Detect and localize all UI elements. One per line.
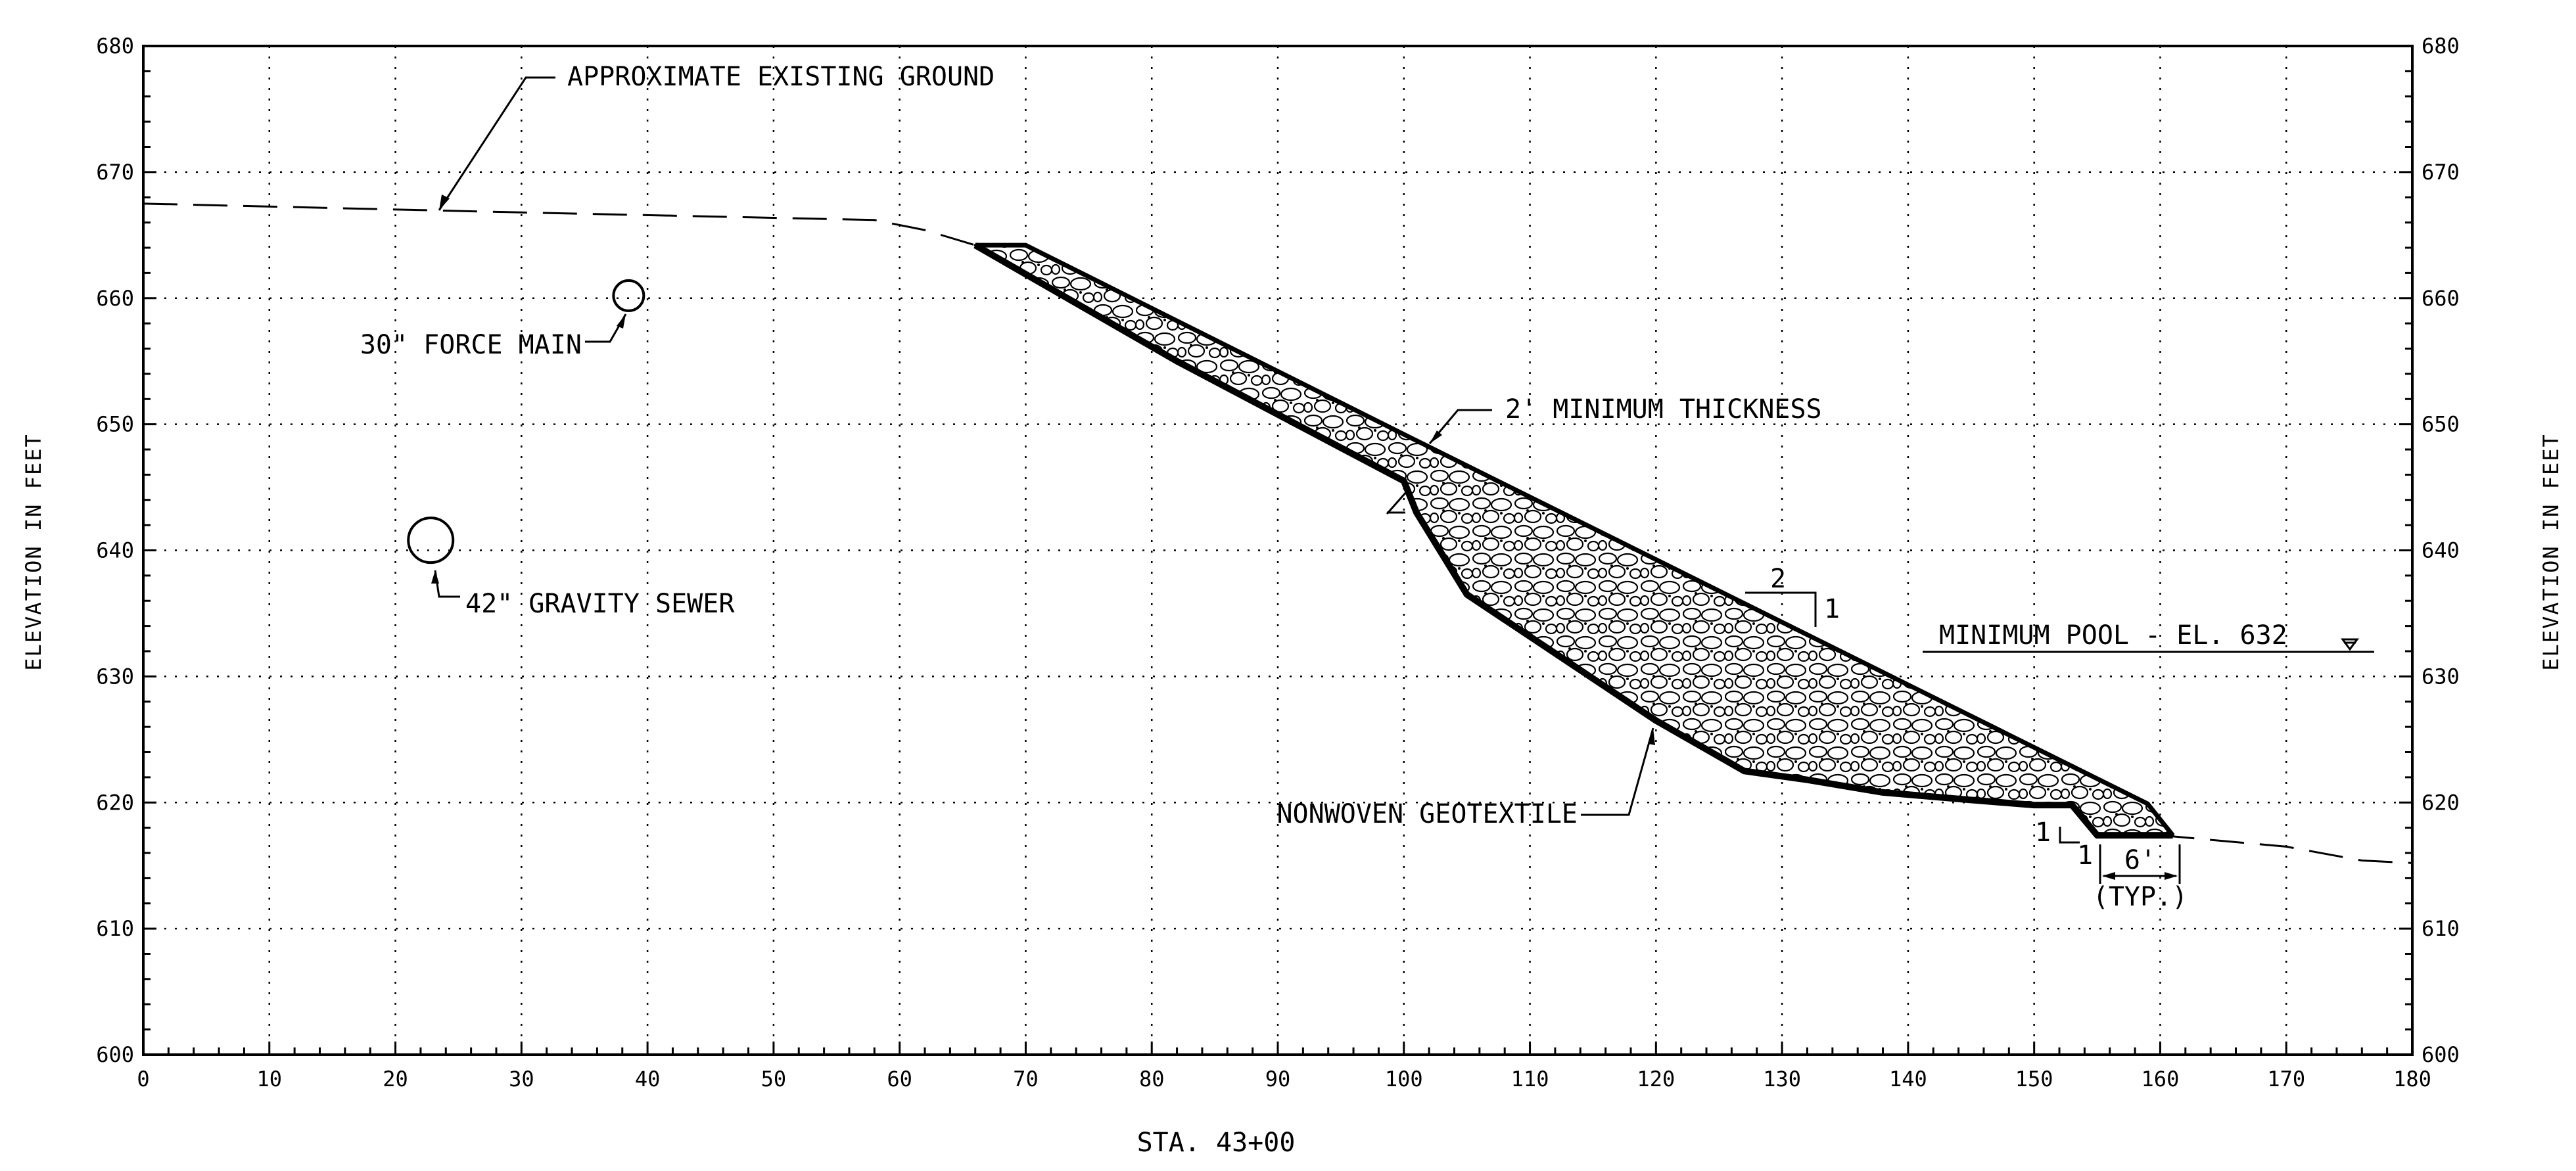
slope-indicator: 2 1	[1745, 564, 1840, 627]
min-thickness-callout: 2' MINIMUM THICKNESS	[1386, 394, 1822, 515]
y-tick-label: 680	[2422, 34, 2460, 58]
y-tick-label: 630	[2422, 664, 2460, 689]
y-tick-label: 660	[2422, 286, 2460, 311]
x-tick-label: 110	[1511, 1067, 1549, 1091]
y-tick-label: 660	[96, 286, 134, 311]
gravity-sewer-pipe	[407, 517, 455, 564]
y-tick-label: 640	[96, 538, 134, 563]
minimum-pool-label: MINIMUM POOL - EL. 632	[1939, 620, 2287, 651]
existing-ground-left	[143, 202, 976, 246]
force-main-label: 30" FORCE MAIN	[360, 330, 582, 360]
slope-rise-label: 1	[1824, 594, 1840, 624]
riprap-section	[973, 242, 2175, 839]
x-tick-label: 140	[1889, 1067, 1927, 1091]
y-tick-label: 680	[96, 34, 134, 58]
gravity-sewer-label: 42" GRAVITY SEWER	[465, 589, 735, 619]
x-tick-label: 50	[761, 1067, 787, 1091]
toe-width-label: 6'	[2124, 845, 2156, 875]
y-axis-title-left: ELEVATION IN FEET	[21, 433, 46, 671]
grid	[143, 46, 2412, 1055]
toe-detail: 1 1 6' (TYP.)	[2035, 817, 2188, 912]
geotextile-callout: NONWOVEN GEOTEXTILE	[1276, 727, 1655, 829]
geotextile-line	[973, 242, 2173, 839]
x-tick-label: 180	[2393, 1067, 2431, 1091]
existing-ground-line	[143, 202, 2413, 864]
force-main-callout: 30" FORCE MAIN	[360, 313, 627, 360]
existing-ground-callout: APPROXIMATE EXISTING GROUND	[438, 62, 995, 211]
x-tick-label: 130	[1763, 1067, 1801, 1091]
x-tick-label: 10	[257, 1067, 283, 1091]
x-tick-label: 30	[509, 1067, 534, 1091]
min-thickness-label: 2' MINIMUM THICKNESS	[1505, 394, 1822, 425]
y-axis-right-labels: 600 610 620 630 640 650 660 670 680	[2422, 34, 2460, 1067]
x-tick-label: 160	[2142, 1067, 2180, 1091]
y-tick-label: 640	[2422, 538, 2460, 563]
x-tick-label: 70	[1013, 1067, 1039, 1091]
minimum-pool-callout: MINIMUM POOL - EL. 632	[1923, 620, 2374, 653]
y-tick-label: 600	[96, 1042, 134, 1067]
toe-rise-label: 1	[2035, 817, 2051, 848]
x-tick-label: 150	[2015, 1067, 2053, 1091]
x-axis-title: STA. 43+00	[1137, 1128, 1296, 1158]
x-tick-label: 170	[2267, 1067, 2305, 1091]
x-tick-label: 120	[1637, 1067, 1675, 1091]
y-tick-label: 610	[2422, 916, 2460, 941]
force-main-pipe	[612, 279, 645, 312]
x-tick-label: 0	[137, 1067, 149, 1091]
toe-run-label: 1	[2077, 840, 2093, 871]
y-axis-left-labels: 600 610 620 630 640 650 660 670 680	[96, 34, 134, 1067]
y-axis-title-right: ELEVATION IN FEET	[2539, 433, 2564, 671]
y-tick-label: 610	[96, 916, 134, 941]
y-tick-label: 620	[2422, 790, 2460, 815]
existing-ground-label: APPROXIMATE EXISTING GROUND	[567, 62, 995, 92]
existing-ground-right	[2160, 834, 2413, 864]
pipes	[407, 279, 645, 564]
riprap-top-line	[975, 242, 2175, 837]
y-tick-label: 650	[2422, 412, 2460, 437]
y-tick-label: 600	[2422, 1042, 2460, 1067]
geotextile-label: NONWOVEN GEOTEXTILE	[1276, 799, 1578, 829]
plot-frame	[142, 45, 2414, 1056]
x-tick-label: 40	[635, 1067, 661, 1091]
x-tick-label: 80	[1139, 1067, 1165, 1091]
slope-run-label: 2	[1770, 564, 1786, 594]
axis-ticks	[142, 45, 2414, 1056]
y-tick-label: 630	[96, 664, 134, 689]
x-tick-label: 90	[1265, 1067, 1291, 1091]
x-tick-label: 20	[383, 1067, 408, 1091]
x-tick-label: 100	[1385, 1067, 1423, 1091]
y-tick-label: 670	[96, 160, 134, 185]
y-tick-label: 650	[96, 412, 134, 437]
x-tick-label: 60	[887, 1067, 912, 1091]
x-axis-labels: 0 10 20 30 40 50 60 70 80 90 100 110 120 130 140 150 160…	[137, 1067, 2431, 1091]
y-tick-label: 620	[96, 790, 134, 815]
y-tick-label: 670	[2422, 160, 2460, 185]
typ-label: (TYP.)	[2093, 882, 2188, 912]
gravity-sewer-callout: 42" GRAVITY SEWER	[431, 570, 735, 619]
riprap-fill	[973, 244, 2174, 837]
